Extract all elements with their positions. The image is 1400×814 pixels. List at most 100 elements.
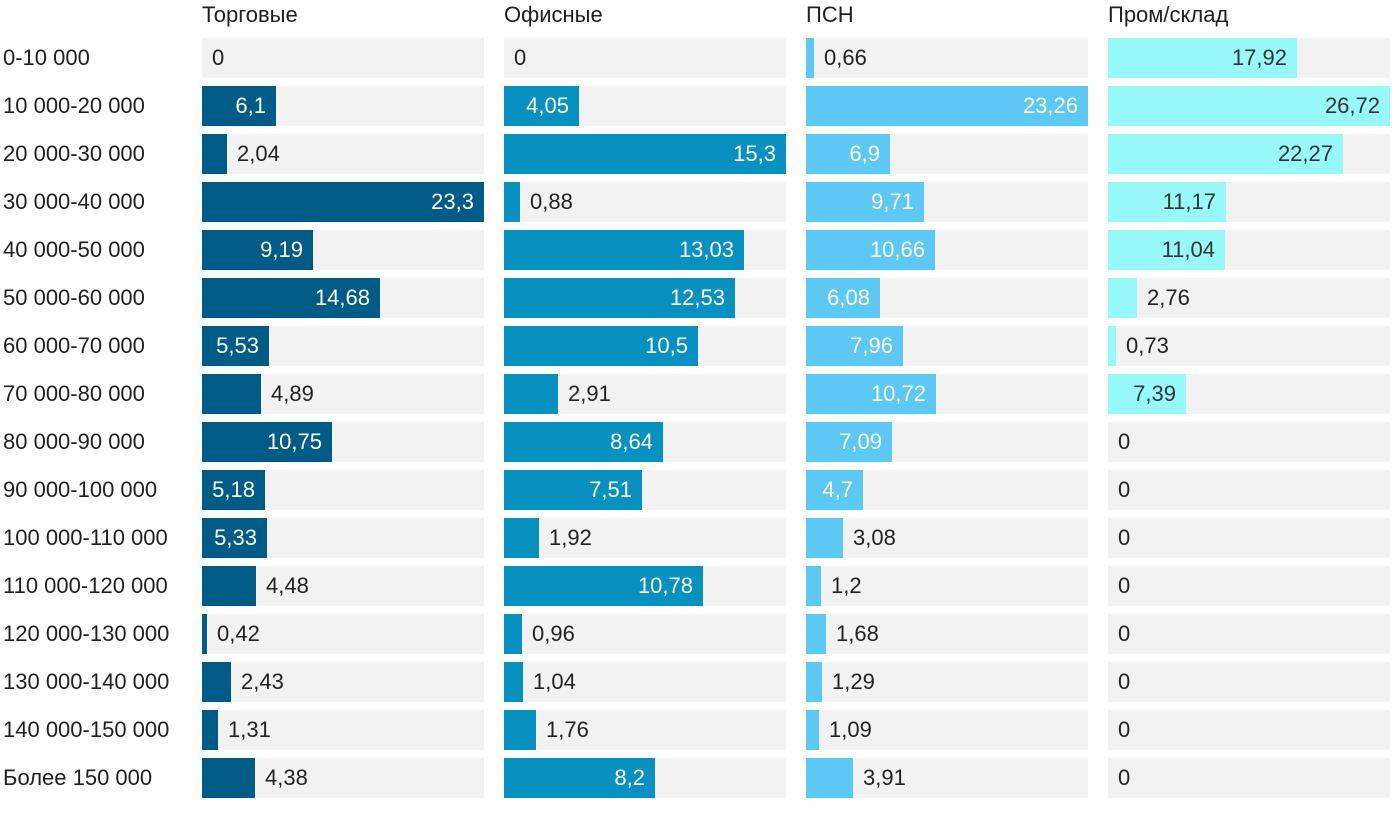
bar bbox=[202, 182, 484, 222]
value-label: 0,96 bbox=[532, 621, 575, 646]
value-label: 3,08 bbox=[853, 525, 896, 550]
bar-track: 1,09 bbox=[806, 710, 1088, 750]
bar-track: 10,5 bbox=[504, 326, 786, 366]
category-label: 40 000-50 000 bbox=[3, 237, 145, 262]
bar-track: 7,09 bbox=[806, 422, 1088, 462]
bar-track: 0 bbox=[1108, 662, 1390, 702]
bar bbox=[1108, 230, 1225, 270]
series-title: ПСН bbox=[806, 2, 854, 27]
value-label: 1,04 bbox=[533, 669, 576, 694]
value-label: 10,75 bbox=[266, 429, 322, 454]
bar-track: 10,75 bbox=[202, 422, 484, 462]
bar bbox=[806, 38, 814, 78]
bar bbox=[806, 230, 935, 270]
value-label: 1,2 bbox=[831, 573, 862, 598]
bar-track: 1,68 bbox=[806, 614, 1088, 654]
value-label: 0 bbox=[1118, 717, 1131, 742]
bar-track: 12,53 bbox=[504, 278, 786, 318]
bar-track: 8,64 bbox=[504, 422, 786, 462]
value-label: 0 bbox=[1118, 525, 1131, 550]
value-label: 10,72 bbox=[870, 381, 926, 406]
series-title: Офисные bbox=[504, 2, 603, 27]
bar bbox=[504, 710, 536, 750]
value-label: 9,71 bbox=[871, 189, 914, 214]
value-label: 23,26 bbox=[1022, 93, 1078, 118]
value-label: 4,89 bbox=[271, 381, 314, 406]
bar-track: 0 bbox=[504, 38, 786, 78]
bar bbox=[202, 662, 231, 702]
bar-track: 6,9 bbox=[806, 134, 1088, 174]
bar bbox=[806, 182, 924, 222]
category-label: 90 000-100 000 bbox=[3, 477, 158, 502]
bar-track: 26,72 bbox=[1108, 86, 1390, 126]
value-label: 2,43 bbox=[241, 669, 284, 694]
bar bbox=[202, 518, 267, 558]
category-label: 70 000-80 000 bbox=[3, 381, 145, 406]
bar-track: 1,2 bbox=[806, 566, 1088, 606]
bar-track: 4,7 bbox=[806, 470, 1088, 510]
bar-track: 23,26 bbox=[806, 86, 1088, 126]
bar bbox=[202, 758, 255, 798]
value-label: 11,17 bbox=[1162, 189, 1216, 214]
category-label: Более 150 000 bbox=[3, 765, 153, 790]
bar bbox=[806, 134, 890, 174]
value-label: 1,76 bbox=[546, 717, 589, 742]
bar-track: 4,89 bbox=[202, 374, 484, 414]
bar bbox=[1108, 38, 1297, 78]
value-label: 1,29 bbox=[832, 669, 875, 694]
bar-track: 23,3 bbox=[202, 182, 484, 222]
value-label: 15,3 bbox=[733, 141, 776, 166]
category-label: 80 000-90 000 bbox=[3, 429, 145, 454]
bar-track: 0 bbox=[1108, 422, 1390, 462]
value-label: 17,92 bbox=[1231, 45, 1287, 70]
bar bbox=[504, 278, 735, 318]
bar-track: 4,38 bbox=[202, 758, 484, 798]
value-label: 26,72 bbox=[1324, 93, 1380, 118]
value-label: 0 bbox=[1118, 429, 1131, 454]
bar bbox=[202, 374, 261, 414]
bar-track: 0 bbox=[202, 38, 484, 78]
bar-track: 0 bbox=[1108, 758, 1390, 798]
bar-track: 0 bbox=[1108, 710, 1390, 750]
value-label: 7,51 bbox=[589, 477, 632, 502]
bar bbox=[504, 134, 786, 174]
value-label: 0 bbox=[212, 45, 225, 70]
value-label: 0 bbox=[1118, 669, 1131, 694]
bar-track: 3,08 bbox=[806, 518, 1088, 558]
value-label: 0 bbox=[514, 45, 527, 70]
value-label: 13,03 bbox=[678, 237, 734, 262]
value-label: 0,88 bbox=[530, 189, 573, 214]
value-label: 7,09 bbox=[839, 429, 882, 454]
bar bbox=[1108, 86, 1390, 126]
category-label: 20 000-30 000 bbox=[3, 141, 145, 166]
bar bbox=[806, 662, 822, 702]
value-label: 0 bbox=[1118, 477, 1131, 502]
bar-track: 10,78 bbox=[504, 566, 786, 606]
bar-track: 5,53 bbox=[202, 326, 484, 366]
value-label: 5,53 bbox=[216, 333, 259, 358]
bar-track: 7,39 bbox=[1108, 374, 1390, 414]
value-label: 5,18 bbox=[212, 477, 255, 502]
value-label: 6,1 bbox=[235, 93, 266, 118]
bar-track: 9,71 bbox=[806, 182, 1088, 222]
value-label: 1,68 bbox=[836, 621, 879, 646]
bar-track: 10,66 bbox=[806, 230, 1088, 270]
bar bbox=[806, 470, 863, 510]
value-label: 0,66 bbox=[824, 45, 867, 70]
series-title: Пром/склад bbox=[1108, 2, 1229, 27]
bar-track: 11,04 bbox=[1108, 230, 1390, 270]
value-label: 6,9 bbox=[849, 141, 880, 166]
bar bbox=[806, 278, 880, 318]
bar bbox=[202, 86, 276, 126]
bar-track: 0,66 bbox=[806, 38, 1088, 78]
bar bbox=[504, 566, 703, 606]
bar-track: 1,04 bbox=[504, 662, 786, 702]
bar bbox=[1108, 134, 1343, 174]
bar-track: 17,92 bbox=[1108, 38, 1390, 78]
value-label: 4,38 bbox=[265, 765, 308, 790]
bar-track: 3,91 bbox=[806, 758, 1088, 798]
bar bbox=[504, 614, 522, 654]
bar-track: 2,76 bbox=[1108, 278, 1390, 318]
value-label: 8,64 bbox=[610, 429, 653, 454]
